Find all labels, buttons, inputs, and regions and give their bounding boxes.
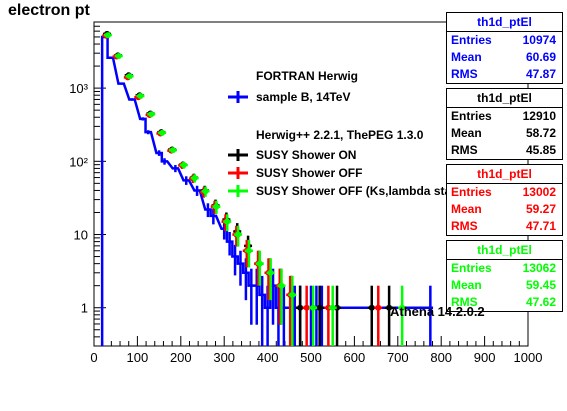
plot-area: [100, 30, 434, 346]
legend-heading-fortran: FORTRAN Herwig: [256, 69, 358, 83]
legend-label-susy-off: SUSY Shower OFF: [256, 166, 362, 180]
stats-entries-value: 13002: [522, 185, 556, 199]
series-3-point: [256, 260, 263, 267]
stats-rms-value: 47.62: [525, 295, 556, 309]
stats-entries-value: 13062: [522, 261, 556, 275]
series-3-point: [399, 304, 406, 311]
x-tick-label: 800: [430, 350, 452, 365]
stats-box-title: th1d_ptEl: [447, 89, 562, 108]
series-2-point: [325, 304, 332, 311]
x-tick-label: 1000: [514, 350, 543, 365]
stats-box-title: th1d_ptEl: [447, 241, 562, 260]
legend-label-sample-b: sample B, 14TeV: [256, 90, 351, 104]
x-tick-label: 200: [170, 350, 192, 365]
series-3-point: [235, 231, 242, 238]
y-tick-label: 1: [81, 301, 88, 316]
series-2-point: [375, 304, 382, 311]
series-3-point: [148, 111, 155, 118]
series-3-point: [104, 32, 111, 39]
x-tick-label: 700: [387, 350, 409, 365]
series-1-point: [368, 304, 375, 311]
athena-annotation: Athena 14.2.0.2: [390, 304, 485, 319]
x-tick-label: 600: [344, 350, 366, 365]
legend-label-susy-on: SUSY Shower ON: [256, 148, 356, 162]
stats-rms-value: 47.71: [525, 219, 556, 233]
x-tick-label: 500: [300, 350, 322, 365]
x-tick-label: 300: [213, 350, 235, 365]
stats-box-susy-on: th1d_ptEl Entries 12910 Mean 58.72 RMS 45.8…: [446, 88, 563, 160]
stats-mean-label: Mean: [451, 202, 482, 216]
series-3-point: [310, 304, 317, 311]
stats-rms-label: RMS: [451, 143, 478, 157]
series-3-point: [289, 291, 296, 298]
stats-mean-label: Mean: [451, 278, 482, 292]
series-3-point: [267, 269, 274, 276]
stats-mean-label: Mean: [451, 126, 482, 140]
series-3-point: [126, 73, 133, 80]
x-tick-label: 0: [90, 350, 97, 365]
stats-rms-label: RMS: [451, 295, 478, 309]
stats-mean-label: Mean: [451, 50, 482, 64]
stats-box-title: th1d_ptEl: [447, 13, 562, 32]
stats-entries-label: Entries: [451, 185, 492, 199]
series-3-point: [180, 162, 187, 169]
stats-entries-label: Entries: [451, 33, 492, 47]
stats-rms-label: RMS: [451, 219, 478, 233]
y-tick-label: 10²: [69, 154, 88, 169]
stats-box-title: th1d_ptEl: [447, 165, 562, 184]
stats-box-susy-off: th1d_ptEl Entries 13002 Mean 59.27 RMS 47.7…: [446, 164, 563, 236]
y-tick-label: 10: [74, 228, 88, 243]
x-tick-label: 100: [127, 350, 149, 365]
stats-rms-value: 45.85: [525, 143, 556, 157]
series-3-point: [115, 52, 122, 59]
stats-entries-label: Entries: [451, 261, 492, 275]
legend-heading-herwigpp: Herwig++ 2.2.1, ThePEG 1.3.0: [256, 128, 424, 142]
series-1-point: [334, 304, 341, 311]
stats-mean-value: 59.27: [525, 202, 556, 216]
series-3-point: [169, 147, 176, 154]
stats-rms-value: 47.87: [525, 67, 556, 81]
stats-box-susy-off-stable: th1d_ptEl Entries 13062 Mean 59.45 RMS 47.6…: [446, 240, 563, 312]
stats-entries-value: 12910: [522, 109, 556, 123]
stats-mean-value: 59.45: [525, 278, 556, 292]
x-tick-label: 900: [474, 350, 496, 365]
series-3-point: [213, 203, 220, 210]
series-3-point: [245, 247, 252, 254]
series-3-point: [159, 129, 166, 136]
legend-label-susy-off-stable: SUSY Shower OFF (Ks,lambda stable): [256, 184, 473, 198]
y-tick-label: 10³: [69, 81, 88, 96]
x-tick-label: 400: [257, 350, 279, 365]
legend: FORTRAN Herwig sample B, 14TeV Herwig++ 2.…: [228, 69, 473, 198]
series-3-point: [137, 93, 144, 100]
series-3-point: [191, 175, 198, 182]
series-3-point: [202, 188, 209, 195]
stats-entries-value: 10974: [522, 33, 556, 47]
stats-mean-value: 60.69: [525, 50, 556, 64]
series-3-point: [329, 304, 336, 311]
stats-entries-label: Entries: [451, 109, 492, 123]
stats-mean-value: 58.72: [525, 126, 556, 140]
series-2-point: [303, 304, 310, 311]
series-1-point: [386, 304, 393, 311]
series-3-point: [224, 218, 231, 225]
chart-title: electron pt: [8, 2, 90, 19]
series-1-point: [316, 304, 323, 311]
stats-box-sample-b: th1d_ptEl Entries 10974 Mean 60.69 RMS 47.8…: [446, 12, 563, 84]
series-3-point: [278, 282, 285, 289]
stats-rms-label: RMS: [451, 67, 478, 81]
series-1-point: [297, 304, 304, 311]
series-0-step: [100, 35, 434, 346]
